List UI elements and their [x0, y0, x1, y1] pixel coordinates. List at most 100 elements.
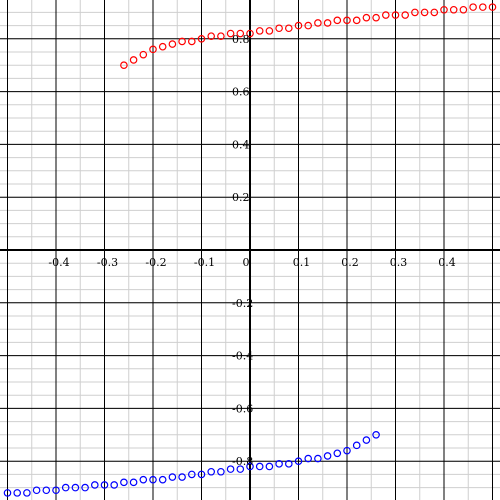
data-point — [149, 45, 157, 54]
data-point — [275, 24, 283, 33]
data-point — [488, 3, 497, 11]
data-point — [469, 3, 477, 11]
y-tick-label: -0.2 — [232, 297, 253, 310]
data-point — [158, 42, 167, 51]
x-tick-label: 0.3 — [390, 256, 408, 269]
y-tick-label: 0.8 — [232, 33, 250, 46]
data-point — [411, 8, 419, 17]
data-point — [217, 32, 225, 40]
tick-labels: -0.4 -0.3 -0.2 -0.1 0 0.1 0.2 0.3 0.4 0.8 0.6 0.4 0.… — [48, 33, 455, 468]
data-point — [420, 8, 429, 17]
data-point — [333, 449, 342, 458]
x-tick-label: -0.4 — [48, 256, 69, 269]
data-point — [110, 481, 119, 489]
data-point — [246, 462, 254, 471]
data-point — [265, 462, 274, 471]
data-point — [188, 37, 196, 46]
data-point — [236, 29, 245, 38]
data-point — [188, 470, 196, 479]
data-point — [23, 489, 31, 497]
x-tick-label: 0.4 — [438, 256, 456, 269]
data-point — [362, 13, 371, 22]
data-point — [333, 16, 342, 25]
series-layer — [3, 3, 497, 497]
data-point — [391, 11, 400, 19]
data-point — [178, 37, 186, 46]
data-point — [197, 470, 206, 479]
data-point — [129, 478, 138, 487]
data-point — [372, 13, 380, 22]
y-tick-label: -0.6 — [232, 402, 253, 415]
data-point — [294, 21, 303, 30]
data-point — [449, 5, 458, 14]
data-point — [362, 436, 371, 444]
data-point — [120, 478, 128, 487]
data-point — [52, 486, 60, 495]
x-tick-label: 0.1 — [293, 256, 311, 269]
data-point — [284, 460, 293, 468]
data-point — [226, 29, 235, 38]
data-point — [149, 475, 157, 484]
x-tick-label: -0.3 — [97, 256, 118, 269]
data-point — [207, 467, 216, 476]
data-point — [323, 452, 332, 460]
data-point — [314, 454, 322, 463]
data-point — [246, 29, 254, 38]
x-tick-label: -0.1 — [194, 256, 215, 269]
data-point — [158, 475, 167, 484]
data-point — [255, 27, 264, 35]
data-point — [352, 441, 361, 450]
x-tick-label: 0 — [243, 256, 250, 269]
data-point — [343, 16, 351, 25]
data-point — [352, 16, 361, 25]
data-point — [381, 11, 390, 19]
data-point — [129, 56, 138, 64]
data-point — [323, 19, 332, 27]
data-point — [42, 486, 51, 495]
data-point — [294, 457, 303, 466]
y-tick-label: -0.8 — [232, 455, 253, 468]
data-point — [178, 473, 186, 481]
data-point — [401, 11, 410, 19]
data-point — [217, 467, 225, 476]
series-1 — [3, 430, 380, 497]
y-tick-label: 0.6 — [232, 86, 250, 99]
series-0 — [120, 3, 497, 69]
data-point — [478, 3, 487, 11]
data-point — [168, 40, 177, 48]
data-point — [207, 32, 216, 40]
data-point — [236, 465, 245, 473]
data-point — [32, 486, 41, 495]
data-point — [139, 475, 148, 484]
data-point — [284, 24, 293, 33]
data-point — [343, 446, 351, 455]
data-point — [372, 430, 380, 439]
data-point — [168, 473, 177, 481]
data-point — [139, 50, 148, 59]
data-point — [13, 489, 22, 497]
data-point — [100, 481, 109, 489]
data-point — [304, 21, 313, 30]
x-tick-label: -0.2 — [145, 256, 166, 269]
data-point — [226, 465, 235, 473]
data-point — [91, 481, 99, 489]
y-tick-label: 0.2 — [232, 191, 250, 204]
data-point — [265, 27, 274, 35]
y-tick-label: 0.4 — [232, 138, 250, 151]
data-point — [440, 5, 448, 14]
data-point — [3, 489, 12, 497]
data-point — [61, 483, 70, 492]
data-point — [275, 460, 283, 468]
data-point — [120, 61, 128, 69]
y-tick-label: -0.4 — [232, 350, 253, 363]
data-point — [459, 5, 468, 14]
x-tick-label: 0.2 — [341, 256, 359, 269]
data-point — [81, 483, 89, 492]
data-point — [314, 19, 322, 27]
data-point — [304, 454, 313, 463]
data-point — [197, 34, 206, 43]
data-point — [430, 8, 439, 17]
data-point — [71, 483, 80, 492]
